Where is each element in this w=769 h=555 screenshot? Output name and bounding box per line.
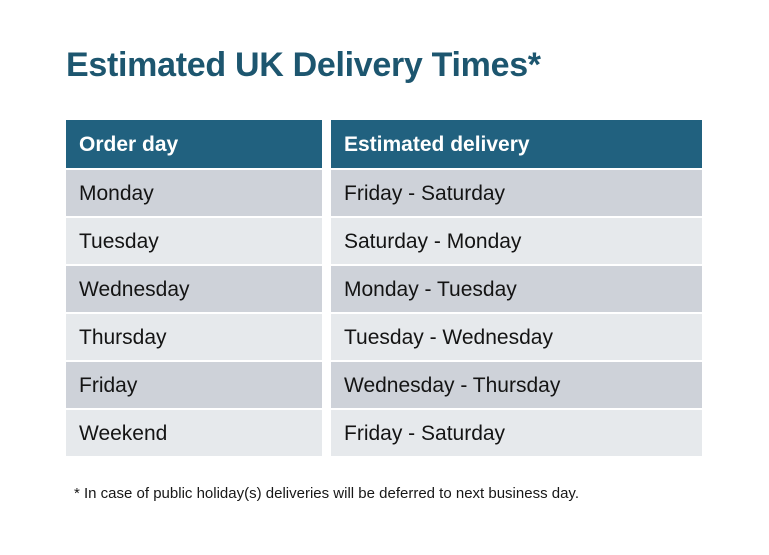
table-row: Friday Wednesday - Thursday xyxy=(66,362,702,408)
cell-estimated-delivery: Wednesday - Thursday xyxy=(331,362,702,408)
cell-order-day: Weekend xyxy=(66,410,322,456)
table-row: Monday Friday - Saturday xyxy=(66,170,702,216)
column-header-order-day: Order day xyxy=(66,120,322,168)
table-row: Wednesday Monday - Tuesday xyxy=(66,266,702,312)
page-title: Estimated UK Delivery Times* xyxy=(66,46,541,84)
cell-order-day: Thursday xyxy=(66,314,322,360)
table-row: Tuesday Saturday - Monday xyxy=(66,218,702,264)
cell-estimated-delivery: Monday - Tuesday xyxy=(331,266,702,312)
table-header-row: Order day Estimated delivery xyxy=(66,120,702,168)
column-header-estimated-delivery: Estimated delivery xyxy=(331,120,702,168)
cell-order-day: Friday xyxy=(66,362,322,408)
footnote-text: * In case of public holiday(s) deliverie… xyxy=(74,485,579,502)
cell-order-day: Wednesday xyxy=(66,266,322,312)
cell-estimated-delivery: Saturday - Monday xyxy=(331,218,702,264)
delivery-times-table: Order day Estimated delivery Monday Frid… xyxy=(66,120,702,458)
cell-estimated-delivery: Friday - Saturday xyxy=(331,170,702,216)
table-row: Thursday Tuesday - Wednesday xyxy=(66,314,702,360)
cell-order-day: Monday xyxy=(66,170,322,216)
cell-estimated-delivery: Tuesday - Wednesday xyxy=(331,314,702,360)
cell-order-day: Tuesday xyxy=(66,218,322,264)
cell-estimated-delivery: Friday - Saturday xyxy=(331,410,702,456)
table-row: Weekend Friday - Saturday xyxy=(66,410,702,456)
